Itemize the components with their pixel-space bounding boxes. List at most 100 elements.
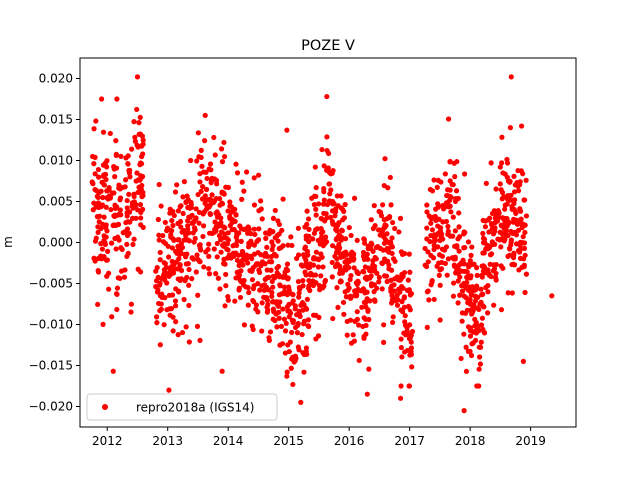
data-point bbox=[168, 232, 174, 238]
data-point bbox=[401, 294, 408, 300]
data-point bbox=[501, 194, 507, 200]
data-point bbox=[118, 268, 125, 274]
data-point bbox=[344, 318, 350, 325]
data-point bbox=[259, 216, 265, 222]
data-point bbox=[472, 287, 478, 293]
data-point bbox=[103, 176, 109, 183]
data-point bbox=[264, 267, 270, 273]
data-point bbox=[435, 177, 441, 183]
data-point bbox=[498, 244, 504, 250]
data-point bbox=[140, 189, 146, 196]
data-point bbox=[288, 365, 294, 371]
data-point bbox=[366, 366, 372, 372]
data-point bbox=[305, 317, 312, 323]
data-point bbox=[372, 223, 378, 229]
data-point bbox=[114, 96, 120, 102]
data-point bbox=[262, 261, 268, 267]
data-point bbox=[429, 188, 436, 194]
data-point bbox=[110, 368, 116, 374]
data-point bbox=[93, 118, 99, 124]
data-point bbox=[313, 184, 319, 191]
data-point bbox=[515, 188, 522, 194]
data-point bbox=[270, 273, 276, 280]
data-point bbox=[95, 166, 102, 173]
data-point bbox=[221, 153, 228, 160]
data-point bbox=[304, 296, 310, 302]
data-point bbox=[348, 295, 354, 301]
data-point bbox=[181, 296, 187, 303]
data-point bbox=[362, 264, 368, 270]
data-point bbox=[128, 309, 134, 315]
data-point bbox=[468, 352, 475, 359]
data-point bbox=[363, 322, 369, 329]
data-point bbox=[218, 146, 225, 152]
data-point bbox=[314, 226, 320, 232]
data-point bbox=[211, 246, 217, 252]
data-point bbox=[289, 317, 295, 323]
data-point bbox=[390, 256, 397, 262]
data-point bbox=[448, 209, 454, 215]
data-point bbox=[261, 287, 267, 293]
data-point bbox=[351, 256, 357, 262]
data-point bbox=[170, 328, 176, 334]
data-point bbox=[437, 282, 443, 288]
data-point bbox=[452, 243, 458, 249]
data-point bbox=[113, 246, 119, 252]
data-point bbox=[154, 320, 160, 326]
data-point bbox=[92, 171, 98, 177]
data-point bbox=[497, 181, 503, 187]
data-point bbox=[330, 315, 336, 322]
data-point bbox=[137, 177, 143, 183]
data-point bbox=[346, 285, 352, 291]
data-point bbox=[397, 289, 403, 295]
data-point bbox=[435, 244, 441, 250]
data-point bbox=[523, 271, 530, 277]
data-point bbox=[124, 197, 130, 204]
data-point bbox=[424, 289, 431, 295]
data-point bbox=[324, 134, 330, 140]
data-point bbox=[266, 259, 273, 265]
data-point bbox=[327, 191, 333, 197]
data-point bbox=[259, 300, 265, 306]
data-point bbox=[114, 306, 120, 313]
data-point bbox=[450, 293, 457, 299]
data-point bbox=[274, 324, 280, 330]
data-point bbox=[177, 204, 183, 210]
data-point bbox=[476, 366, 482, 372]
data-point bbox=[394, 302, 401, 308]
data-point bbox=[226, 252, 232, 258]
data-point bbox=[344, 260, 350, 266]
data-point bbox=[269, 299, 276, 305]
data-point bbox=[332, 213, 338, 219]
data-point bbox=[523, 177, 529, 183]
data-point bbox=[121, 274, 128, 280]
data-point bbox=[207, 210, 213, 217]
data-point bbox=[351, 195, 358, 201]
data-point bbox=[132, 134, 138, 140]
data-point bbox=[489, 239, 495, 245]
data-point bbox=[185, 223, 191, 229]
data-point bbox=[461, 408, 467, 414]
data-point bbox=[216, 233, 223, 239]
data-point bbox=[110, 222, 116, 229]
data-point bbox=[303, 260, 309, 267]
data-point bbox=[256, 172, 262, 178]
data-point bbox=[125, 161, 131, 167]
data-point bbox=[447, 187, 453, 193]
data-point bbox=[231, 226, 237, 233]
data-point bbox=[424, 324, 430, 330]
data-point bbox=[508, 192, 514, 198]
data-point bbox=[278, 323, 285, 330]
data-point bbox=[237, 294, 244, 301]
data-point bbox=[175, 208, 181, 214]
data-point bbox=[362, 300, 369, 306]
data-point bbox=[186, 282, 192, 288]
data-point bbox=[390, 314, 396, 320]
data-point bbox=[98, 241, 104, 247]
data-point bbox=[124, 213, 130, 219]
data-point bbox=[156, 300, 162, 307]
data-point bbox=[100, 194, 106, 201]
data-point bbox=[475, 294, 481, 300]
data-point bbox=[424, 202, 430, 208]
data-point bbox=[483, 284, 489, 291]
